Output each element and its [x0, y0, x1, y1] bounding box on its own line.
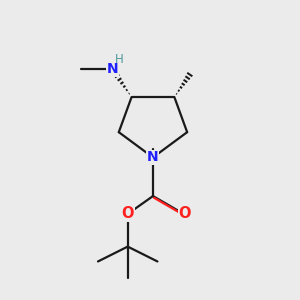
Text: O: O	[178, 206, 191, 221]
Text: N: N	[106, 62, 118, 76]
Text: H: H	[114, 53, 123, 67]
Text: N: N	[147, 150, 159, 164]
Text: O: O	[122, 206, 134, 221]
